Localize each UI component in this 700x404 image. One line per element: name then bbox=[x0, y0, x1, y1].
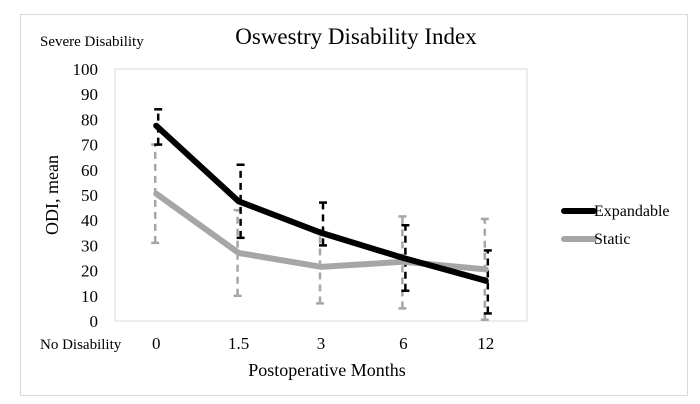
series-lines bbox=[153, 122, 489, 284]
x-tick-label: 3 bbox=[317, 334, 326, 353]
x-axis-label: Postoperative Months bbox=[248, 360, 406, 380]
legend-label-expandable: Expandable bbox=[594, 203, 670, 220]
y-tick-label: 100 bbox=[73, 60, 99, 79]
error-bars bbox=[151, 108, 492, 321]
series-line-expandable bbox=[153, 122, 489, 284]
y-tick-label: 40 bbox=[81, 211, 98, 230]
y-tick-labels: 0 10 20 30 40 50 60 70 80 90 100 bbox=[73, 60, 99, 331]
y-tick-label: 20 bbox=[81, 262, 98, 281]
legend-label-static: Static bbox=[594, 231, 630, 248]
y-tick-label: 0 bbox=[90, 312, 99, 331]
x-tick-labels: 0 1.5 3 6 12 bbox=[152, 334, 494, 353]
legend: Expandable Static bbox=[561, 203, 670, 248]
y-tick-label: 90 bbox=[81, 85, 98, 104]
plot-area bbox=[114, 68, 528, 322]
severe-disability-note: Severe Disability bbox=[40, 34, 144, 50]
x-tick-label: 12 bbox=[477, 334, 494, 353]
y-tick-label: 70 bbox=[81, 136, 98, 155]
x-tick-label: 6 bbox=[399, 334, 408, 353]
chart-title: Oswestry Disability Index bbox=[235, 24, 477, 49]
y-tick-label: 50 bbox=[81, 186, 98, 205]
no-disability-note: No Disability bbox=[40, 337, 122, 353]
y-tick-label: 10 bbox=[81, 287, 98, 306]
x-tick-label: 1.5 bbox=[228, 334, 249, 353]
y-tick-label: 60 bbox=[81, 161, 98, 180]
y-tick-label: 30 bbox=[81, 236, 98, 255]
x-tick-label: 0 bbox=[152, 334, 161, 353]
y-tick-label: 80 bbox=[81, 110, 98, 129]
chart-frame bbox=[20, 14, 688, 396]
y-axis-label: ODI, mean bbox=[42, 155, 62, 235]
